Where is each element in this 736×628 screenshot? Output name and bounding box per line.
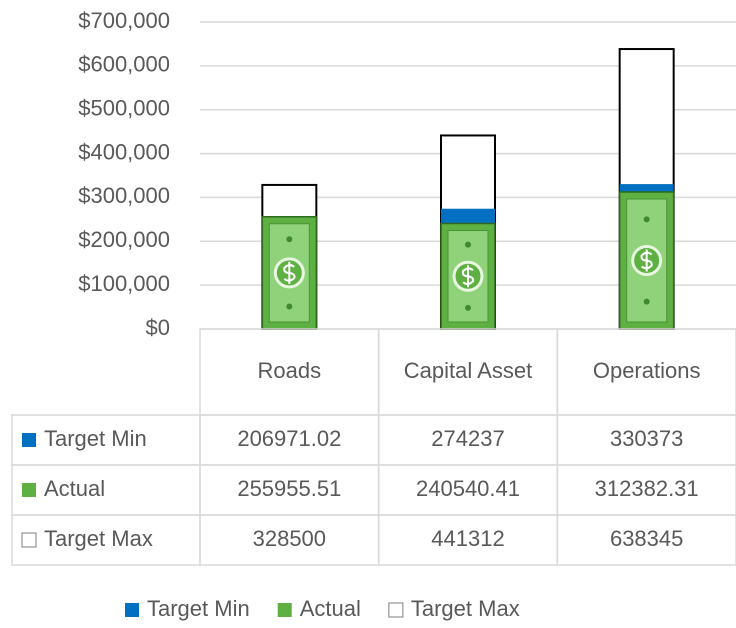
table-value: 441312: [431, 526, 504, 551]
table-value: 330373: [610, 426, 683, 451]
y-tick-label: $500,000: [78, 96, 170, 121]
bill-dot: [465, 305, 471, 311]
table-series-name: Actual: [44, 476, 105, 501]
table-value: 240540.41: [416, 476, 520, 501]
y-tick-label: $700,000: [78, 8, 170, 33]
y-tick-label: $200,000: [78, 227, 170, 252]
chart: $0 $100,000 $200,000 $300,000 $400,000 $500,0…: [0, 0, 736, 623]
legend-label: Target Max: [411, 596, 520, 621]
table-value: 255955.51: [237, 476, 341, 501]
table-legend-marker: [22, 483, 36, 497]
bill-dot: [644, 216, 650, 222]
table-value: 638345: [610, 526, 683, 551]
table-value: 274237: [431, 426, 504, 451]
category-label: Capital Asset: [404, 358, 532, 383]
bill-dot: [286, 236, 292, 242]
table-cell: [12, 465, 200, 515]
table-series-name: Target Min: [44, 426, 147, 451]
table-legend-marker: [22, 533, 36, 547]
table-value: 312382.31: [595, 476, 699, 501]
table-legend-marker: [22, 433, 36, 447]
y-tick-label: $400,000: [78, 139, 170, 164]
y-tick-label: $300,000: [78, 183, 170, 208]
category-label: Roads: [258, 358, 322, 383]
legend-label: Actual: [300, 596, 361, 621]
y-tick-label: $100,000: [78, 271, 170, 296]
table-value: 328500: [253, 526, 326, 551]
category-label: Operations: [593, 358, 701, 383]
table-series-name: Target Max: [44, 526, 153, 551]
bill-dot: [644, 299, 650, 305]
legend-label: Target Min: [147, 596, 250, 621]
y-tick-label: $600,000: [78, 52, 170, 77]
bill-dot: [286, 304, 292, 310]
legend: Target Min Actual Target Max: [147, 596, 520, 621]
y-tick-label: $0: [146, 315, 170, 340]
legend-marker: [389, 603, 403, 617]
page: {"chart_data": { "type": "bar", "categor…: [0, 0, 736, 623]
legend-marker: [278, 603, 292, 617]
legend-marker: [125, 603, 139, 617]
bill-dot: [465, 242, 471, 248]
table-value: 206971.02: [237, 426, 341, 451]
